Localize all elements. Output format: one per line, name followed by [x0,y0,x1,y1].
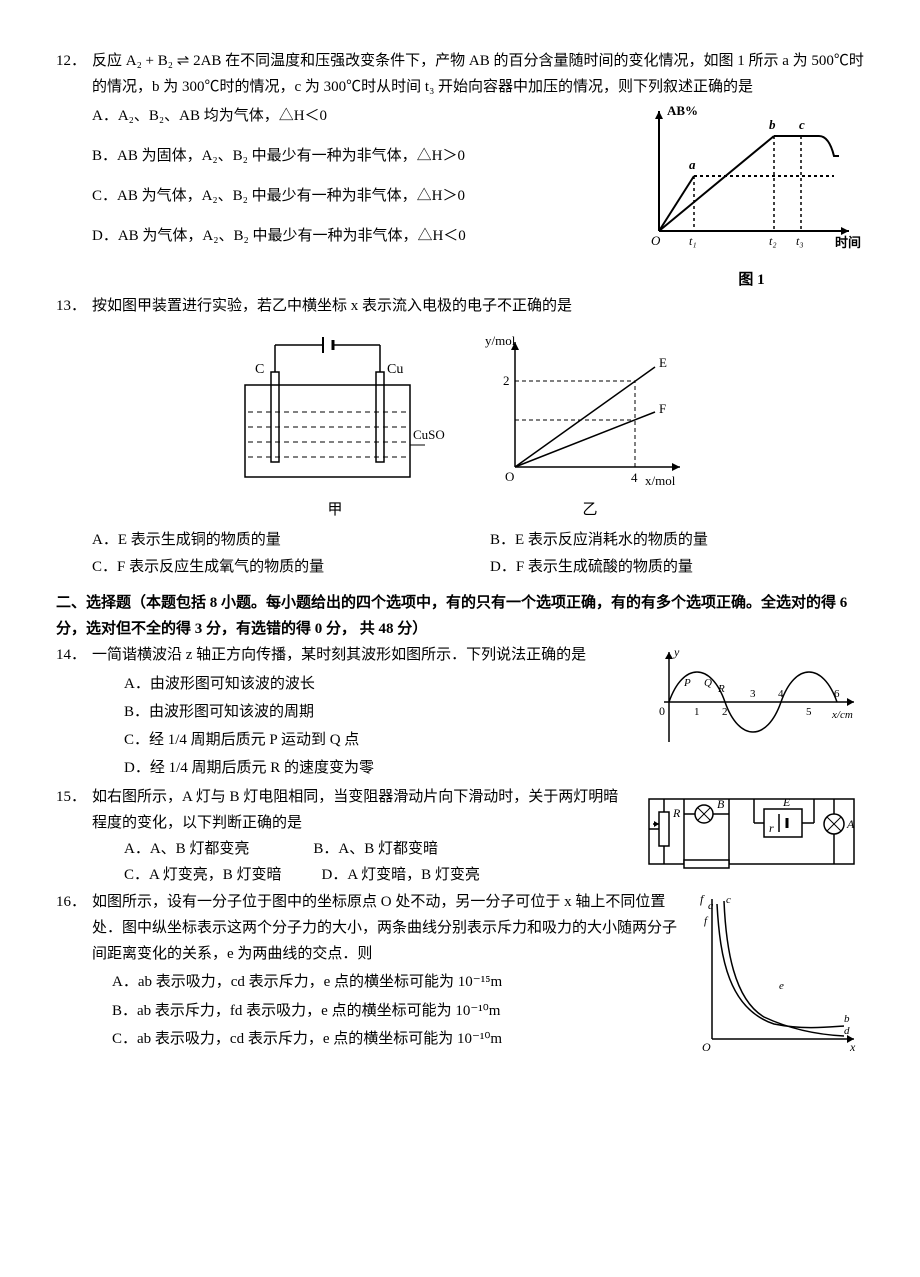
q12-body: 反应 A₂ + B₂ ⇌ 2AB 在不同温度和压强改变条件下，产物 AB 的百分… [92,48,864,101]
svg-text:2: 2 [722,706,728,718]
q13-right-caption: 乙 [485,497,695,523]
q14-number: 14． [56,642,92,668]
q15-optB: B．A、B 灯都变暗 [313,836,438,862]
svg-text:y/mol: y/mol [485,333,516,348]
q14-optD: D．经 1/4 周期后质元 R 的速度变为零 [56,755,864,781]
svg-text:5: 5 [806,706,812,718]
svg-text:O: O [702,1040,711,1054]
svg-text:O: O [651,233,661,248]
svg-text:c: c [726,894,731,906]
q13-optC: C．F 表示反应生成氧气的物质的量 [92,554,466,580]
q12-figure: AB% 时间 O a t₁ b t₂ c t₃ 图 1 [639,101,864,293]
svg-text:3: 3 [750,688,756,700]
svg-text:B: B [717,797,725,811]
svg-text:Q: Q [704,677,712,689]
q15-circuit-svg: R B E r A [639,784,864,879]
q13-stem: 按如图甲装置进行实验，若乙中横坐标 x 表示流入电极的电子不正确的是 [92,293,864,319]
q13-left-figure: C Cu CuSO₄溶液 甲 [225,327,445,523]
q13: 13． 按如图甲装置进行实验，若乙中横坐标 x 表示流入电极的电子不正确的是 [56,293,864,319]
svg-text:AB%: AB% [667,103,698,118]
q13-left-caption: 甲 [225,497,445,523]
q16-stem: 如图所示，设有一分子位于图中的坐标原点 O 处不动，另一分子可位于 x 轴上不同… [92,889,682,968]
q15-opts-row2: C．A 灯变亮，B 灯变暗 D．A 灯变暗，B 灯变亮 [56,862,627,888]
svg-text:d: d [844,1025,850,1037]
q13-graph-svg: y/mol x/mol O E F 2 4 [485,327,695,497]
svg-text:c: c [799,117,805,132]
q13-options: A．E 表示生成铜的物质的量 B．E 表示反应消耗水的物质的量 [56,527,864,553]
svg-text:r: r [769,821,774,835]
section2-header: 二、选择题（本题包括 8 小题。每小题给出的四个选项中，有的只有一个选项正确，有… [56,590,864,643]
q12-figure-caption: 图 1 [639,267,864,293]
svg-text:t₁: t₁ [689,234,697,248]
svg-text:x/mol: x/mol [645,473,676,488]
svg-text:CuSO₄溶液: CuSO₄溶液 [413,427,445,442]
q15: 15． 如右图所示，A 灯与 B 灯电阻相同，当变阻器滑动片向下滑动时，关于两灯… [56,784,627,837]
svg-text:a: a [689,157,696,172]
q13-optD: D．F 表示生成硫酸的物质的量 [490,554,864,580]
svg-text:P: P [683,677,691,689]
svg-text:b: b [844,1013,850,1025]
svg-text:1: 1 [694,706,700,718]
svg-text:6: 6 [834,688,840,700]
svg-text:0: 0 [659,704,665,718]
q13-optB: B．E 表示反应消耗水的物质的量 [490,527,864,553]
svg-text:a: a [708,900,714,912]
q15-optD: D．A 灯变暗，B 灯变亮 [322,862,480,888]
svg-text:C: C [255,362,264,377]
q14-stem: 一简谐横波沿 z 轴正方向传播，某时刻其波形如图所示．下列说法正确的是 [92,642,642,668]
svg-text:t₂: t₂ [769,234,777,248]
q15-optC: C．A 灯变亮，B 灯变暗 [124,862,282,888]
svg-text:4: 4 [778,688,784,700]
svg-text:E: E [782,795,791,809]
q16-figure: f x O c d a b e f [694,889,864,1054]
svg-text:2: 2 [503,373,510,388]
svg-text:f: f [704,915,709,927]
svg-text:y: y [673,645,680,659]
svg-text:Cu: Cu [387,362,403,377]
svg-text:b: b [769,117,776,132]
svg-text:4: 4 [631,470,638,485]
q13-right-figure: y/mol x/mol O E F 2 4 乙 [485,327,695,523]
q15-optA: A．A、B 灯都变亮 [124,836,249,862]
svg-text:t₃: t₃ [796,234,804,248]
q12-number: 12． [56,48,92,74]
q13-options-2: C．F 表示反应生成氧气的物质的量 D．F 表示生成硫酸的物质的量 [56,554,864,580]
q16: 16． 如图所示，设有一分子位于图中的坐标原点 O 处不动，另一分子可位于 x … [56,889,682,968]
q15-stem: 如右图所示，A 灯与 B 灯电阻相同，当变阻器滑动片向下滑动时，关于两灯明暗程度… [92,784,627,837]
svg-text:时间: 时间 [835,235,861,250]
q16-force-svg: f x O c d a b e f [694,889,864,1054]
svg-text:e: e [779,980,784,992]
svg-text:A: A [846,817,855,831]
svg-text:x/cm: x/cm [831,709,853,721]
q12: 12． 反应 A₂ + B₂ ⇌ 2AB 在不同温度和压强改变条件下，产物 AB… [56,48,864,101]
q12-stem: 反应 A₂ + B₂ ⇌ 2AB 在不同温度和压强改变条件下，产物 AB 的百分… [92,53,864,95]
svg-text:E: E [659,355,667,370]
q12-chart-svg: AB% 时间 O a t₁ b t₂ c t₃ [639,101,864,261]
q14: 14． 一简谐横波沿 z 轴正方向传播，某时刻其波形如图所示．下列说法正确的是 [56,642,642,668]
q15-opts-row1: A．A、B 灯都变亮 B．A、B 灯都变暗 [56,836,627,862]
svg-text:R: R [672,806,681,820]
q15-figure: R B E r A [639,784,864,879]
q15-number: 15． [56,784,92,810]
q16-number: 16． [56,889,92,915]
svg-text:R: R [717,683,725,695]
svg-text:f: f [700,892,705,906]
svg-text:O: O [505,469,514,484]
q14-figure: y x/cm 0 P Q R 1 2 3 4 5 6 [654,642,864,752]
svg-text:x: x [849,1040,856,1054]
q14-wave-svg: y x/cm 0 P Q R 1 2 3 4 5 6 [654,642,864,752]
q13-figures: C Cu CuSO₄溶液 甲 y/mol x/mol O [56,327,864,523]
q13-number: 13． [56,293,92,319]
q13-cell-svg: C Cu CuSO₄溶液 [225,327,445,497]
svg-text:F: F [659,401,666,416]
q13-optA: A．E 表示生成铜的物质的量 [92,527,466,553]
